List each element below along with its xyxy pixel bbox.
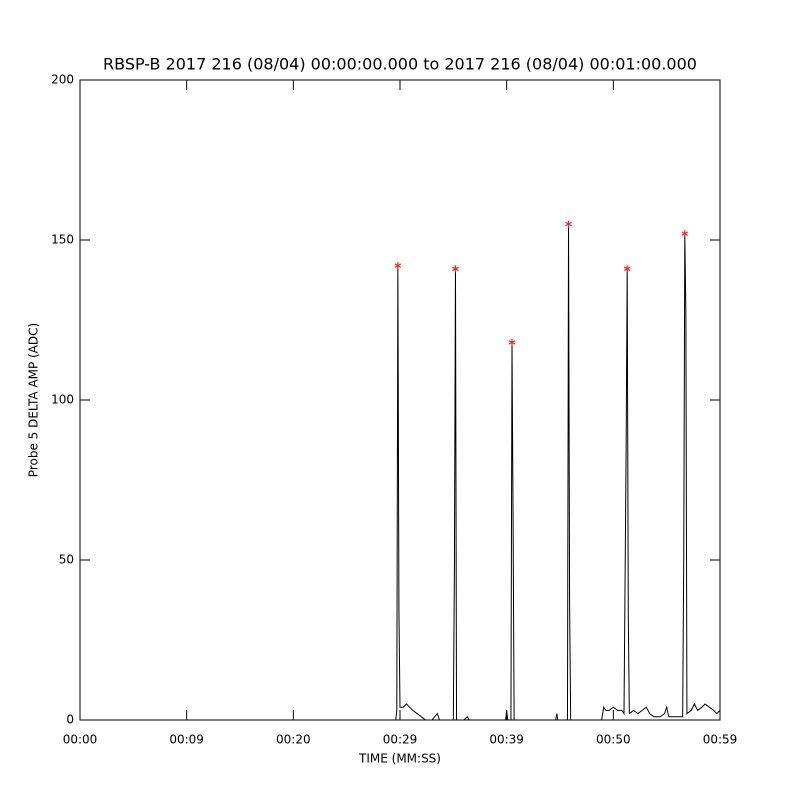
- x-tick-label: 00:50: [596, 733, 631, 747]
- peak-marker: [623, 265, 631, 273]
- data-line: [80, 223, 721, 721]
- x-tick-label: 00:20: [276, 733, 311, 747]
- peak-marker: [681, 230, 689, 238]
- x-tick-label: 00:59: [703, 733, 738, 747]
- y-tick-label: 50: [59, 553, 74, 567]
- y-tick-label: 150: [51, 233, 74, 247]
- peak-marker: [394, 262, 402, 270]
- plot-frame: [79, 79, 721, 721]
- y-axis-label: Probe 5 DELTA AMP (ADC): [27, 323, 41, 477]
- x-tick-label: 00:09: [169, 733, 204, 747]
- y-tick-label: 200: [51, 73, 74, 87]
- y-tick-label: 0: [66, 713, 74, 727]
- y-tick-label: 100: [51, 393, 74, 407]
- x-tick-label: 00:39: [489, 733, 524, 747]
- x-axis-label: TIME (MM:SS): [358, 752, 441, 766]
- peak-marker: [565, 220, 572, 228]
- x-tick-label: 00:29: [383, 733, 418, 747]
- peak-marker: [452, 265, 459, 273]
- x-tick-label: 00:00: [63, 733, 98, 747]
- peak-marker: [508, 338, 516, 346]
- chart-title: RBSP-B 2017 216 (08/04) 00:00:00.000 to …: [103, 55, 697, 74]
